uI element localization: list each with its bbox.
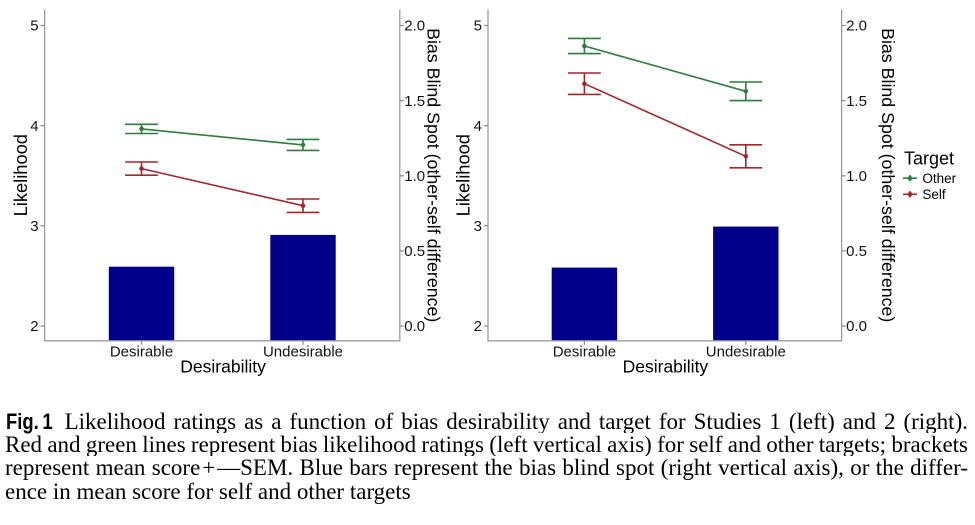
svg-text:0.5: 0.5	[404, 243, 425, 260]
svg-text:Likelihood: Likelihood	[452, 134, 473, 216]
svg-text:0.5: 0.5	[846, 243, 867, 260]
svg-text:Desirable: Desirable	[110, 343, 173, 360]
svg-text:1.5: 1.5	[846, 93, 867, 110]
svg-text:Desirable: Desirable	[553, 343, 616, 360]
svg-text:0.0: 0.0	[846, 318, 867, 335]
svg-text:Self: Self	[922, 187, 946, 202]
svg-text:Desirability: Desirability	[623, 357, 709, 377]
svg-text:Desirability: Desirability	[180, 357, 266, 377]
svg-text:3: 3	[30, 218, 38, 235]
svg-text:5: 5	[30, 18, 38, 35]
svg-text:Likelihood: Likelihood	[10, 134, 31, 216]
svg-text:Bias Blind Spot (other-self di: Bias Blind Spot (other-self difference)	[878, 28, 898, 322]
svg-text:Undesirable: Undesirable	[706, 343, 786, 360]
svg-text:0.0: 0.0	[404, 318, 425, 335]
svg-text:3: 3	[474, 218, 482, 235]
svg-text:Undesirable: Undesirable	[263, 343, 343, 360]
svg-text:Bias Blind Spot (other-self di: Bias Blind Spot (other-self difference)	[424, 28, 444, 322]
svg-text:4: 4	[474, 118, 482, 135]
svg-text:2.0: 2.0	[846, 18, 867, 35]
svg-text:2.0: 2.0	[404, 18, 425, 35]
svg-text:2: 2	[30, 318, 38, 335]
svg-text:1.5: 1.5	[404, 93, 425, 110]
svg-text:4: 4	[30, 118, 38, 135]
svg-text:5: 5	[474, 18, 482, 35]
svg-text:1.0: 1.0	[846, 168, 867, 185]
svg-text:2: 2	[474, 318, 482, 335]
svg-text:Target: Target	[904, 149, 954, 169]
svg-text:Other: Other	[922, 171, 956, 186]
svg-text:1.0: 1.0	[404, 168, 425, 185]
